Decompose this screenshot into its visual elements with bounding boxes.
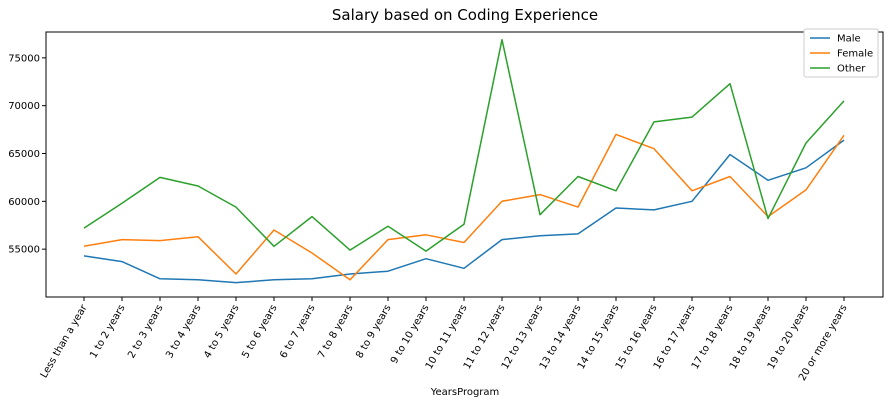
y-tick-label: 55000 [8, 245, 40, 256]
y-tick-label: 60000 [8, 197, 40, 208]
y-tick-label: 65000 [8, 149, 40, 160]
y-tick-label: 75000 [8, 53, 40, 64]
legend: Male Female Other [803, 28, 879, 78]
chart-title: Salary based on Coding Experience [332, 6, 598, 24]
legend-label: Female [837, 49, 873, 60]
legend-label: Male [837, 34, 861, 45]
legend-label: Other [837, 64, 866, 75]
y-axis: 55000 60000 65000 70000 75000 [8, 53, 46, 256]
legend-box [803, 28, 879, 78]
y-tick-label: 70000 [8, 101, 40, 112]
series-line-male [83, 139, 845, 284]
x-axis-label: YearsProgram [430, 387, 500, 398]
series-line-female [83, 133, 845, 281]
series-line-other [83, 38, 845, 252]
plot-frame [45, 31, 884, 298]
